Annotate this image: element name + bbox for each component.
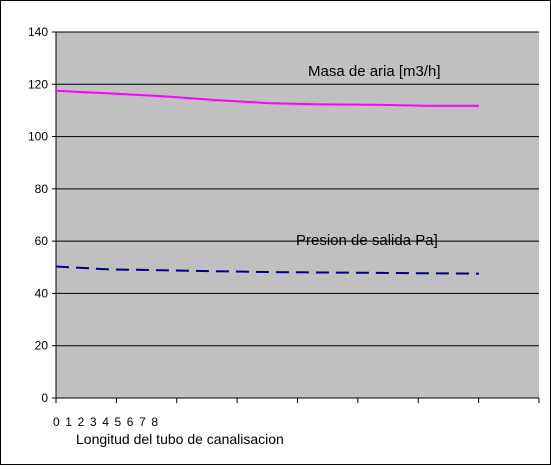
x-tick-label: 7	[139, 415, 146, 429]
x-tick-label: 8	[151, 415, 158, 429]
plot-area	[56, 32, 539, 398]
y-tick-label: 120	[28, 77, 48, 91]
y-tick-label: 20	[35, 339, 49, 353]
x-tick-label: 6	[127, 415, 134, 429]
y-tick-label: 0	[41, 391, 48, 405]
x-tick-label: 3	[90, 415, 97, 429]
x-tick-label: 0	[53, 415, 60, 429]
x-tick-label: 4	[102, 415, 109, 429]
x-axis-title: Longitud del tubo de canalisacion	[76, 431, 284, 447]
x-tick-label: 1	[65, 415, 72, 429]
y-tick-label: 60	[35, 234, 49, 248]
series-labels: Masa de aria [m3/h] Presion de salida Pa]	[296, 63, 441, 249]
x-tick-label: 2	[78, 415, 85, 429]
series-label-presion-de-salida: Presion de salida Pa]	[296, 232, 438, 249]
gridlines	[56, 31, 539, 347]
y-axis-ticks: 0 20 40 60 80 100 120 140	[28, 25, 56, 405]
x-tick-label: 5	[115, 415, 122, 429]
y-tick-label: 100	[28, 130, 48, 144]
y-tick-label: 80	[35, 182, 49, 196]
series-line-presion-de-salida	[55, 265, 480, 275]
y-tick-label: 140	[28, 25, 48, 39]
series-line-masa-de-aria	[55, 89, 479, 107]
series-label-masa-de-aria: Masa de aria [m3/h]	[308, 63, 441, 80]
y-tick-label: 40	[35, 286, 49, 300]
series-lines	[55, 89, 480, 275]
